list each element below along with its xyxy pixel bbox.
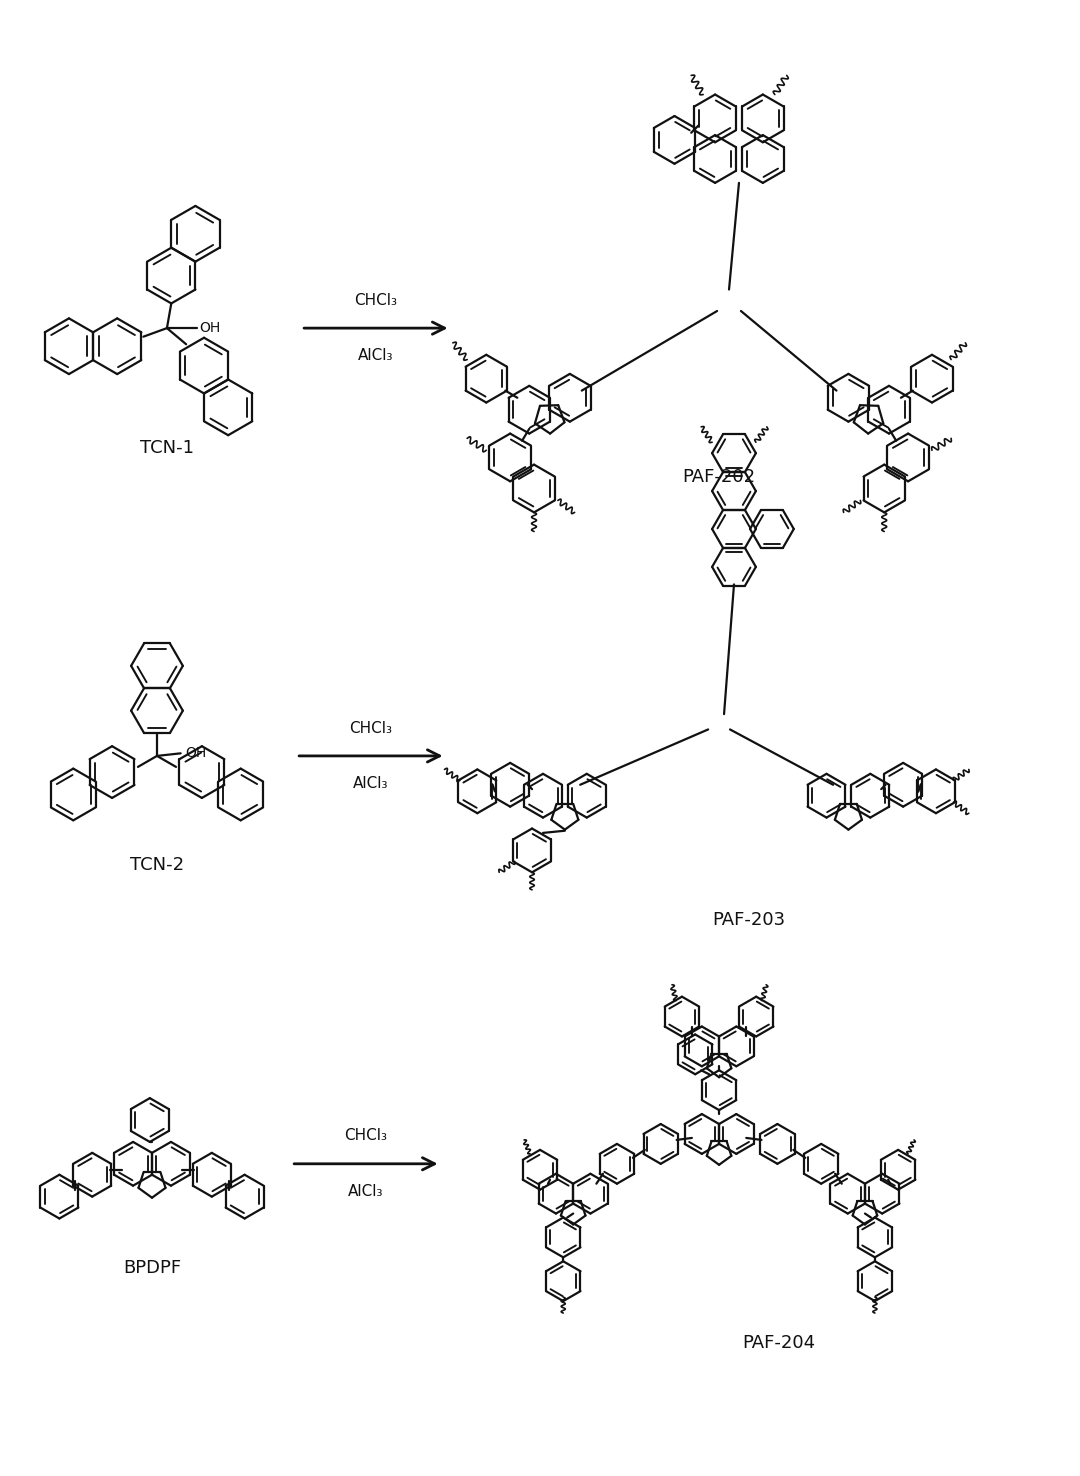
Text: TCN-1: TCN-1	[140, 438, 194, 456]
Text: AlCl₃: AlCl₃	[359, 348, 393, 363]
Text: TCN-2: TCN-2	[130, 856, 184, 874]
Text: PAF-202: PAF-202	[683, 468, 756, 487]
Text: PAF-203: PAF-203	[713, 911, 785, 928]
Text: BPDPF: BPDPF	[123, 1259, 181, 1277]
Text: OH: OH	[200, 322, 220, 335]
Text: PAF-204: PAF-204	[742, 1334, 815, 1352]
Text: AlCl₃: AlCl₃	[353, 776, 389, 791]
Text: CHCl₃: CHCl₃	[345, 1129, 388, 1144]
Text: OH: OH	[185, 747, 206, 760]
Text: CHCl₃: CHCl₃	[349, 720, 392, 735]
Text: AlCl₃: AlCl₃	[348, 1184, 383, 1199]
Text: CHCl₃: CHCl₃	[354, 292, 397, 308]
